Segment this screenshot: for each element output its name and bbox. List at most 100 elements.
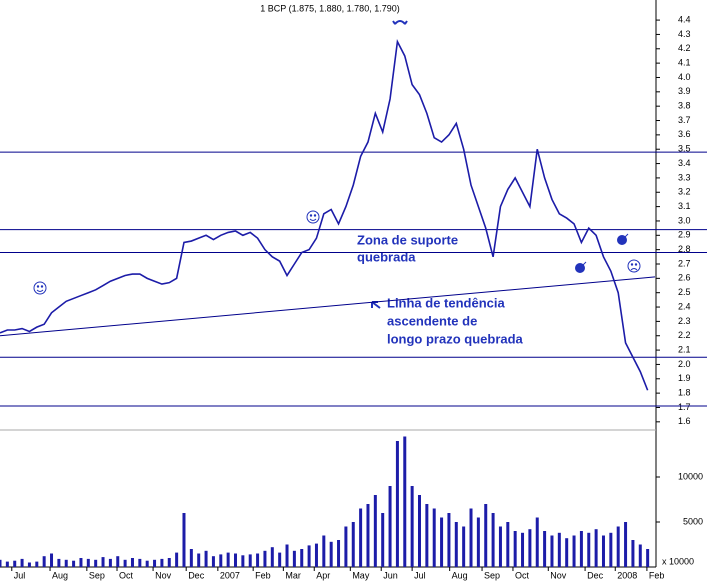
volume-bar <box>528 529 532 567</box>
annotation: ascendente de <box>387 313 477 328</box>
x-tick-label: Feb <box>649 570 665 580</box>
volume-bar <box>86 558 90 567</box>
volume-bar <box>79 558 83 567</box>
volume-bar <box>13 560 17 567</box>
volume-bar <box>27 562 31 567</box>
annotation: Linha de tendência <box>387 295 506 310</box>
chart-title: 1 BCP (1.875, 1.880, 1.780, 1.790) <box>260 3 399 13</box>
x-tick-label: Sep <box>484 570 500 580</box>
arrow <box>371 301 381 309</box>
volume-bar <box>609 532 613 567</box>
volume-bar <box>491 513 495 567</box>
y-tick-label: 3.6 <box>678 129 691 139</box>
volume-bar <box>587 532 591 567</box>
x-tick-label: 2007 <box>220 570 240 580</box>
x-tick-label: Dec <box>188 570 205 580</box>
y-tick-label: 4.1 <box>678 58 691 68</box>
volume-bar <box>5 561 9 567</box>
volume-bar <box>469 508 473 567</box>
volume-bar <box>138 558 142 567</box>
y-tick-label: 1.7 <box>678 402 691 412</box>
y-tick-label: 2.9 <box>678 230 691 240</box>
volume-bar <box>373 495 377 567</box>
volume-bar <box>447 513 451 567</box>
volume-bar <box>211 556 215 567</box>
volume-bar <box>579 531 583 567</box>
annotation: Zona de suporte <box>357 232 458 247</box>
volume-bar <box>624 522 628 567</box>
y2-tick-label: 10000 <box>678 471 703 481</box>
volume-bar <box>292 550 296 567</box>
x-tick-label: Jul <box>14 570 26 580</box>
volume-bar <box>35 561 39 567</box>
volume-bar <box>351 522 355 567</box>
x-tick-label: Feb <box>255 570 271 580</box>
volume-bar <box>189 549 193 567</box>
volume-bar <box>300 549 304 567</box>
volume-bar <box>42 556 46 567</box>
y-tick-label: 1.8 <box>678 388 691 398</box>
volume-bar <box>167 558 171 567</box>
volume-bar <box>565 538 569 567</box>
volume-bar <box>484 504 488 567</box>
volume-bar <box>204 550 208 567</box>
volume-bar <box>263 550 267 567</box>
volume-bar <box>388 486 392 567</box>
y-tick-label: 3.7 <box>678 115 691 125</box>
volume-bar <box>454 522 458 567</box>
y-tick-label: 2.6 <box>678 273 691 283</box>
volume-bar <box>57 558 61 567</box>
y-tick-label: 1.9 <box>678 373 691 383</box>
x-tick-label: Jun <box>383 570 398 580</box>
volume-bar <box>572 535 576 567</box>
y-tick-label: 2.2 <box>678 330 691 340</box>
annotation: quebrada <box>357 249 416 264</box>
volume-bar <box>410 486 414 567</box>
y-tick-label: 1.6 <box>678 416 691 426</box>
volume-bar <box>550 535 554 567</box>
x-tick-label: May <box>352 570 370 580</box>
volume-bar <box>344 526 348 567</box>
y-tick-label: 2.1 <box>678 344 691 354</box>
volume-bar <box>506 522 510 567</box>
y-tick-label: 2.5 <box>678 287 691 297</box>
volume-bar <box>101 557 105 567</box>
x-tick-label: Nov <box>155 570 172 580</box>
y-tick-label: 3.0 <box>678 215 691 225</box>
y-tick-label: 3.5 <box>678 144 691 154</box>
volume-bar <box>241 555 245 567</box>
x-tick-label: Aug <box>52 570 68 580</box>
bomb <box>575 261 587 273</box>
volume-bar <box>594 529 598 567</box>
x-tick-label: Oct <box>119 570 134 580</box>
y-tick-label: 4.0 <box>678 72 691 82</box>
volume-bar <box>256 553 260 567</box>
y-tick-label: 3.4 <box>678 158 691 168</box>
volume-bar <box>646 549 650 567</box>
volume-bar <box>535 517 539 567</box>
y2-axis-label: x 10000 <box>662 556 694 566</box>
x-tick-label: Apr <box>316 570 330 580</box>
volume-bar <box>513 531 517 567</box>
price-line <box>0 38 649 391</box>
volume-bar <box>395 441 399 567</box>
volume-bar <box>462 526 466 567</box>
volume-bar <box>72 560 76 567</box>
volume-bar <box>197 553 201 567</box>
volume-bar <box>557 532 561 567</box>
bull-icon <box>392 20 408 25</box>
volume-bar <box>270 547 274 567</box>
annotation: longo prazo quebrada <box>387 331 524 346</box>
volume-bar <box>543 531 547 567</box>
volume-bar <box>50 553 54 567</box>
volume-bar <box>285 544 289 567</box>
x-tick-label: Mar <box>285 570 301 580</box>
volume-bar <box>307 545 311 567</box>
smiley <box>33 281 47 295</box>
volume-bar <box>601 535 605 567</box>
volume-bar <box>182 513 186 567</box>
x-tick-label: Oct <box>515 570 530 580</box>
volume-bar <box>329 541 333 567</box>
y-tick-label: 2.4 <box>678 301 691 311</box>
volume-bar <box>403 436 407 567</box>
